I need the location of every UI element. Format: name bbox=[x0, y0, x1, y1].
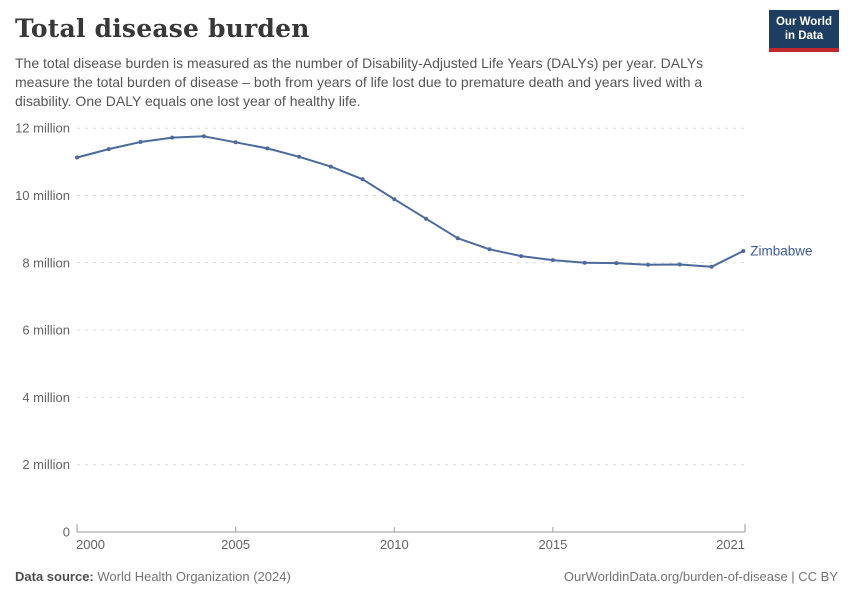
x-axis-tick-label: 2021 bbox=[716, 537, 745, 552]
entity-label[interactable]: Zimbabwe bbox=[750, 244, 812, 259]
y-axis-tick-label: 0 bbox=[63, 525, 70, 540]
data-point[interactable] bbox=[392, 197, 397, 202]
line-chart[interactable]: 0 2 million 4 million 6 million 8 million 10 … bbox=[0, 112, 850, 560]
x-axis-tick-label: 2010 bbox=[380, 537, 409, 552]
data-point[interactable] bbox=[455, 236, 460, 241]
x-axis-tick-label: 2015 bbox=[538, 537, 567, 552]
data-point[interactable] bbox=[75, 155, 79, 160]
data-line-zimbabwe[interactable] bbox=[76, 135, 745, 268]
y-axis-tick-label: 8 million bbox=[22, 255, 70, 270]
y-axis-tick-label: 6 million bbox=[22, 323, 70, 338]
attribution-link[interactable]: OurWorldinData.org/burden-of-disease | C… bbox=[563, 569, 838, 584]
x-axis-tick-label: 2000 bbox=[76, 537, 105, 552]
owid-logo-line2: in Data bbox=[784, 29, 824, 42]
data-point[interactable] bbox=[265, 146, 270, 151]
page-title: Total disease burden bbox=[15, 14, 310, 43]
owid-logo[interactable]: Our World in Data bbox=[768, 10, 839, 52]
y-axis-tick-label: 4 million bbox=[22, 390, 70, 405]
data-point[interactable] bbox=[138, 140, 143, 144]
data-source-label: Data source: bbox=[15, 569, 94, 584]
data-point[interactable] bbox=[614, 261, 619, 266]
chart-subtitle: The total disease burden is measured as … bbox=[15, 55, 704, 109]
data-point[interactable] bbox=[487, 247, 492, 252]
chart-header: Total disease burden The total disease b… bbox=[15, 10, 839, 111]
data-point[interactable] bbox=[550, 258, 555, 263]
chart-footer: Data source: World Health Organization (… bbox=[15, 569, 838, 584]
data-point[interactable] bbox=[741, 249, 746, 253]
y-axis-tick-label: 2 million bbox=[22, 457, 70, 472]
data-point[interactable] bbox=[328, 164, 333, 169]
data-source-value: World Health Organization (2024) bbox=[97, 569, 291, 584]
data-point[interactable] bbox=[424, 216, 428, 221]
data-point[interactable] bbox=[170, 135, 175, 140]
data-point[interactable] bbox=[233, 140, 238, 145]
data-source: Data source: World Health Organization (… bbox=[15, 569, 291, 584]
data-point[interactable] bbox=[106, 147, 111, 152]
data-point[interactable] bbox=[519, 254, 524, 259]
data-point[interactable] bbox=[297, 154, 302, 159]
x-axis-tick-label: 2005 bbox=[221, 537, 250, 552]
data-point[interactable] bbox=[646, 262, 651, 267]
data-point[interactable] bbox=[201, 134, 206, 139]
data-point[interactable] bbox=[709, 264, 714, 269]
owid-logo-line1: Our World bbox=[775, 16, 832, 28]
data-point[interactable] bbox=[582, 260, 587, 265]
data-point[interactable] bbox=[677, 262, 682, 267]
y-axis-tick-label: 12 million bbox=[15, 121, 70, 136]
y-axis-tick-label: 10 million bbox=[15, 188, 70, 203]
data-point[interactable] bbox=[360, 177, 365, 182]
